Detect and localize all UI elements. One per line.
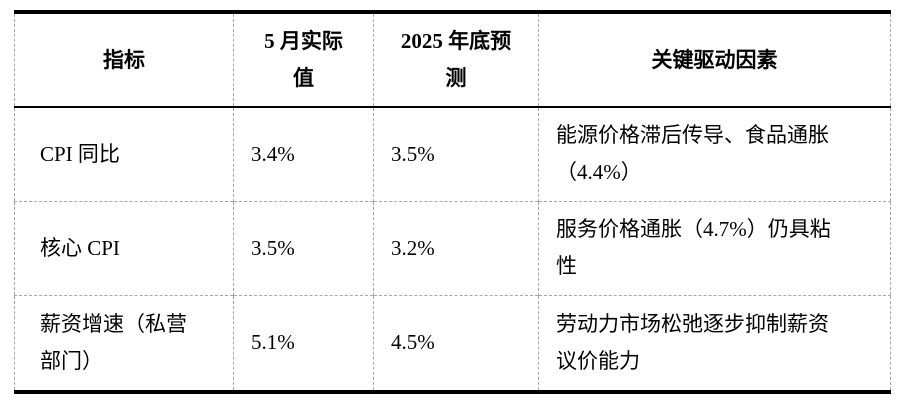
- drivers-text: 服务价格通胀（4.7%）仍具粘性: [556, 217, 831, 278]
- cell-may-actual: 3.4%: [233, 107, 374, 201]
- header-label-may-actual: 5 月实际值: [264, 29, 343, 90]
- indicator-text: CPI 同比: [40, 141, 120, 166]
- table-row: CPI 同比 3.4% 3.5% 能源价格滞后传导、食品通胀（4.4%）: [15, 107, 891, 201]
- may-actual-value: 3.5%: [251, 235, 295, 260]
- may-actual-value: 3.4%: [251, 141, 295, 166]
- forecast-value: 3.2%: [391, 235, 435, 260]
- header-label-forecast-2025: 2025 年底预测: [400, 29, 512, 90]
- forecast-value: 4.5%: [391, 330, 435, 355]
- cell-key-drivers: 劳动力市场松弛逐步抑制薪资议价能力: [538, 294, 891, 392]
- cell-indicator: 核心 CPI: [14, 200, 234, 295]
- cell-key-drivers: 能源价格滞后传导、食品通胀（4.4%）: [538, 107, 891, 201]
- cell-may-actual: 5.1%: [233, 294, 374, 392]
- drivers-text: 能源价格滞后传导、食品通胀（4.4%）: [556, 123, 829, 185]
- cell-key-drivers: 服务价格通胀（4.7%）仍具粘性: [538, 200, 891, 295]
- header-cell-may-actual: 5 月实际值: [233, 12, 374, 108]
- drivers-text: 劳动力市场松弛逐步抑制薪资议价能力: [556, 311, 829, 373]
- header-label-indicator: 指标: [103, 47, 145, 72]
- header-label-key-drivers: 关键驱动因素: [651, 47, 778, 72]
- cell-indicator: 薪资增速（私营部门）: [14, 294, 234, 392]
- header-cell-forecast-2025: 2025 年底预测: [373, 12, 539, 108]
- cell-forecast-2025: 4.5%: [373, 294, 539, 392]
- cell-forecast-2025: 3.5%: [373, 107, 539, 201]
- table-row: 核心 CPI 3.5% 3.2% 服务价格通胀（4.7%）仍具粘性: [14, 200, 891, 295]
- indicators-table-container: 指标 5 月实际值 2025 年底预测 关键驱动因素 CPI 同比 3.: [14, 10, 891, 394]
- indicators-table: 指标 5 月实际值 2025 年底预测 关键驱动因素 CPI 同比 3.: [14, 10, 891, 394]
- table-header-row: 指标 5 月实际值 2025 年底预测 关键驱动因素: [14, 12, 891, 108]
- forecast-value: 3.5%: [391, 141, 435, 166]
- table-row: 薪资增速（私营部门） 5.1% 4.5% 劳动力市场松弛逐步抑制薪资议价能力: [14, 294, 891, 392]
- indicator-text: 核心 CPI: [40, 235, 120, 260]
- may-actual-value: 5.1%: [251, 330, 295, 355]
- cell-indicator: CPI 同比: [15, 107, 234, 201]
- cell-may-actual: 3.5%: [233, 200, 374, 295]
- header-cell-key-drivers: 关键驱动因素: [538, 12, 891, 108]
- cell-forecast-2025: 3.2%: [373, 200, 539, 295]
- indicator-text: 薪资增速（私营部门）: [40, 311, 187, 373]
- header-cell-indicator: 指标: [14, 12, 234, 108]
